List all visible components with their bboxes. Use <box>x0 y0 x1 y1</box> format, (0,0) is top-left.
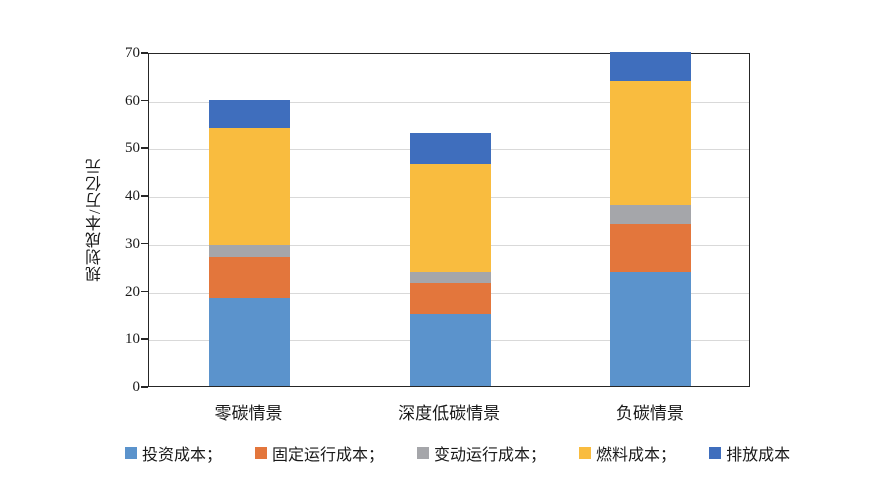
bar-group-1 <box>208 99 290 386</box>
bar-segment-emission <box>208 99 290 129</box>
legend-item-fuel: 燃料成本； <box>579 441 676 465</box>
bar-segment-emission <box>409 133 491 165</box>
y-tick-mark-50 <box>141 147 148 149</box>
y-tick-mark-60 <box>141 99 148 102</box>
bar-segment-variable-om <box>208 245 290 258</box>
y-tick-mark-40 <box>141 195 148 197</box>
bar-segment-fixed-om <box>610 223 692 272</box>
legend-item-fixed-om: 固定运行成本； <box>255 441 384 465</box>
y-tick-label-50: 50 <box>125 140 140 157</box>
bar-segment-fuel <box>208 128 290 246</box>
bar-segment-variable-om <box>409 271 491 284</box>
bar-segment-fixed-om <box>409 283 491 315</box>
legend-item-investment: 投资成本； <box>125 441 222 465</box>
legend-label-emission: 排放成本 <box>726 447 791 464</box>
bar-segment-investment <box>208 297 290 386</box>
legend-swatch-fuel <box>579 447 592 459</box>
legend-swatch-fixed-om <box>255 447 268 459</box>
bar-segment-fuel <box>610 80 692 205</box>
bar-segment-investment <box>610 271 692 386</box>
y-tick-mark-10 <box>141 338 148 340</box>
x-axis-label-3: 负碳情景 <box>615 404 684 423</box>
legend-swatch-variable-om <box>417 447 430 459</box>
y-tick-label-20: 20 <box>125 283 140 300</box>
legend-swatch-emission <box>709 447 722 459</box>
bar-group-3 <box>610 52 692 386</box>
bar-segment-investment <box>409 314 491 386</box>
gridline-60 <box>149 101 749 103</box>
legend-item-emission: 排放成本 <box>709 441 790 465</box>
y-tick-label-60: 60 <box>125 92 140 109</box>
bar-segment-variable-om <box>610 204 692 224</box>
x-axis-label-2: 深度低碳情景 <box>398 404 501 423</box>
y-tick-mark-20 <box>141 290 148 293</box>
y-tick-label-70: 70 <box>125 45 140 61</box>
plot-area <box>148 52 750 387</box>
x-axis-label-1: 零碳情景 <box>214 404 283 423</box>
y-tick-label-40: 40 <box>125 188 140 205</box>
bar-segment-emission <box>610 52 692 81</box>
y-tick-mark-30 <box>141 242 148 245</box>
y-tick-label-10: 10 <box>125 331 140 348</box>
y-tick-mark-0 <box>141 386 148 388</box>
legend-item-variable-om: 变动运行成本； <box>417 441 546 465</box>
legend-label-fixed-om: 固定运行成本； <box>272 447 385 464</box>
bar-segment-fuel <box>409 164 491 272</box>
y-tick-label-30: 30 <box>125 235 140 252</box>
legend-label-investment: 投资成本； <box>142 447 223 464</box>
y-axis-title: 规划成本/万亿元 <box>87 157 104 283</box>
y-tick-label-0: 0 <box>132 379 141 395</box>
bar-group-2 <box>409 133 491 386</box>
legend-label-fuel: 燃料成本； <box>596 447 677 464</box>
legend-label-variable-om: 变动运行成本； <box>434 447 547 464</box>
legend-swatch-investment <box>125 447 137 459</box>
legend: 投资成本； 固定运行成本； 变动运行成本； 燃料成本； 排放成本 <box>125 441 790 465</box>
bar-segment-fixed-om <box>208 257 290 298</box>
y-tick-mark-70 <box>141 52 148 54</box>
